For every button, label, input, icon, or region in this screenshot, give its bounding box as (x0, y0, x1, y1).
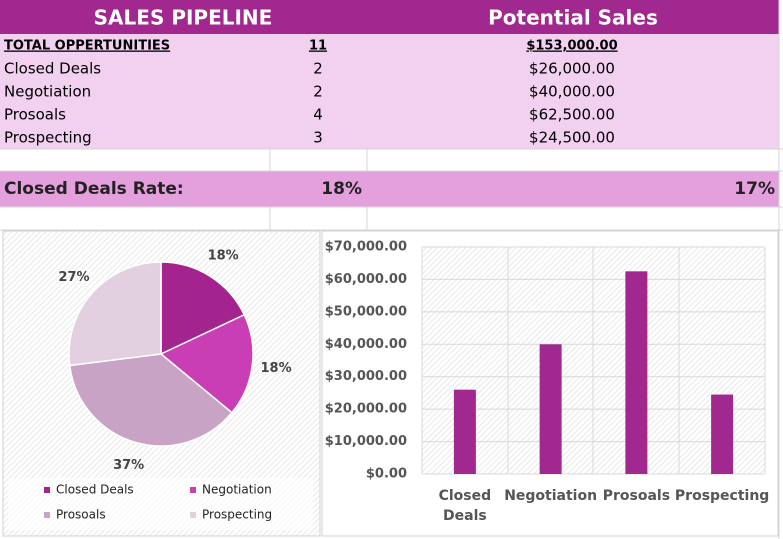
pie-label: 27% (58, 270, 89, 285)
row-label: Prospecting (4, 129, 92, 147)
rate-value: 18% (321, 179, 362, 199)
row-label: Prosoals (4, 106, 66, 124)
pie-slice (68, 261, 162, 367)
row-label: Closed Deals (4, 60, 101, 78)
band-lines (421, 247, 766, 474)
total-count: 11 (309, 39, 327, 54)
header-band (0, 0, 779, 34)
bar (711, 394, 734, 474)
rows-band (0, 34, 779, 149)
row-count: 3 (313, 129, 323, 147)
x-tick-label: Prosoals (602, 488, 671, 504)
y-tick-label: $20,000.00 (325, 402, 407, 417)
row-value: $24,500.00 (529, 129, 615, 147)
total-label: TOTAL OPPERTUNITIES (4, 39, 170, 54)
rate-value: 17% (734, 179, 775, 199)
row-value: $40,000.00 (529, 83, 615, 101)
row-label: Negotiation (4, 83, 91, 101)
y-tick-label: $60,000.00 (325, 272, 407, 287)
header-cell: SALES PIPELINE (94, 6, 273, 30)
y-tick-label: $40,000.00 (325, 337, 407, 352)
pie-slice (160, 261, 246, 356)
legend-label: Prospecting (202, 508, 272, 522)
legend-label: Negotiation (202, 483, 272, 497)
bar (625, 271, 648, 474)
pie-slice (159, 313, 254, 414)
rate-band (0, 171, 779, 207)
legend-swatch (190, 512, 196, 518)
y-tick-label: $30,000.00 (325, 369, 407, 384)
y-tick-label: $50,000.00 (325, 304, 407, 319)
rate-label: Closed Deals Rate: (4, 179, 184, 199)
row-value: $26,000.00 (529, 60, 615, 78)
header-cell: Potential Sales (488, 6, 658, 30)
legend-box (8, 478, 313, 530)
pie-label: 18% (208, 249, 239, 264)
x-tick-label: Closed Deals (438, 488, 492, 524)
legend-swatch (190, 487, 196, 493)
x-tick-label: Negotiation (504, 488, 598, 504)
y-tick-label: $0.00 (366, 467, 407, 482)
legend-label: Prosoals (56, 508, 106, 522)
x-tick-label: Prospecting (674, 488, 770, 504)
total-value: $153,000.00 (526, 39, 617, 54)
pie-label: 18% (261, 361, 292, 376)
y-tick-label: $10,000.00 (325, 434, 407, 449)
row-count: 2 (313, 83, 323, 101)
legend-label: Closed Deals (56, 483, 134, 497)
legend-swatch (44, 487, 50, 493)
legend-swatch (44, 512, 50, 518)
bar (453, 389, 476, 474)
y-tick-label: $70,000.00 (325, 240, 407, 255)
row-value: $62,500.00 (529, 106, 615, 124)
row-count: 2 (313, 60, 323, 78)
row-count: 4 (313, 106, 323, 124)
bar (539, 344, 562, 474)
pie-slice (68, 353, 233, 447)
pie-label: 37% (113, 458, 144, 473)
